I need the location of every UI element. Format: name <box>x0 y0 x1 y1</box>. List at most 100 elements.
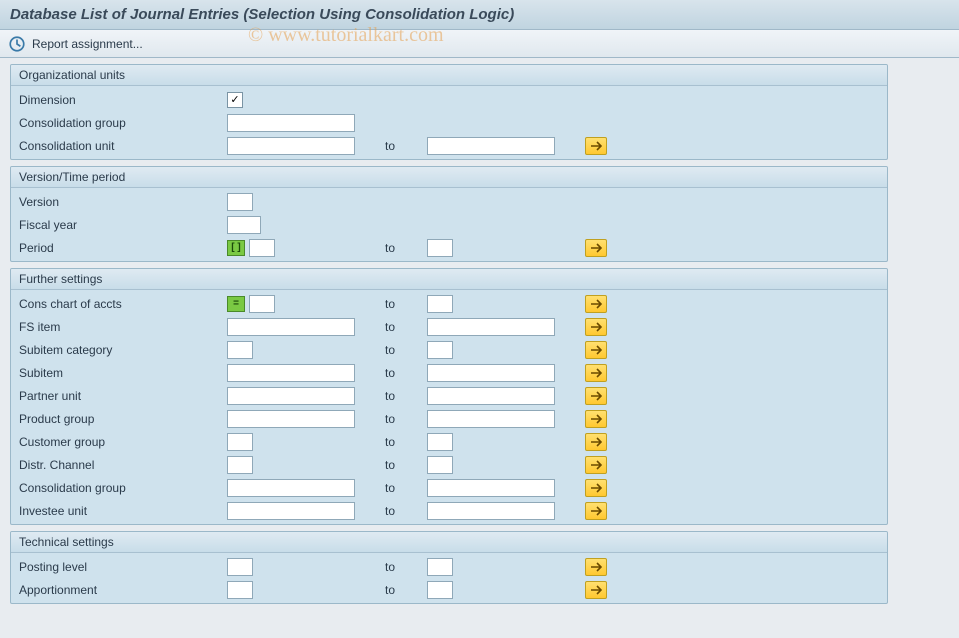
label-investee_unit: Investee unit <box>19 504 227 518</box>
to-label: to <box>377 320 427 334</box>
row-fs_item: FS item to <box>11 315 887 338</box>
cons_group2-from-input[interactable] <box>227 479 355 497</box>
cons-unit-to-input[interactable] <box>427 137 555 155</box>
subitem-to-input[interactable] <box>427 364 555 382</box>
product_group-to-input[interactable] <box>427 410 555 428</box>
label-period: Period <box>19 241 227 255</box>
multi-select-button[interactable] <box>585 364 607 382</box>
group-header-version: Version/Time period <box>11 167 887 188</box>
to-label: to <box>377 343 427 357</box>
distr_channel-from-input[interactable] <box>227 456 253 474</box>
execute-icon[interactable] <box>8 35 26 53</box>
row-partner_unit: Partner unit to <box>11 384 887 407</box>
group-technical-settings: Technical settings Posting leveltoApport… <box>10 531 888 604</box>
group-header-org: Organizational units <box>11 65 887 86</box>
group-further-settings: Further settings Cons chart of accts=toF… <box>10 268 888 525</box>
cons-unit-from-input[interactable] <box>227 137 355 155</box>
posting_level-to-input[interactable] <box>427 558 453 576</box>
period-indicator-icon[interactable]: [ ] <box>227 240 245 256</box>
to-label: to <box>377 481 427 495</box>
label-dimension: Dimension <box>19 93 227 107</box>
label-cons-group: Consolidation group <box>19 116 227 130</box>
multi-select-button[interactable] <box>585 341 607 359</box>
label-cons_chart: Cons chart of accts <box>19 297 227 311</box>
label-posting_level: Posting level <box>19 560 227 574</box>
row-cons_group2: Consolidation group to <box>11 476 887 499</box>
to-label: to <box>377 366 427 380</box>
multi-select-button[interactable] <box>585 318 607 336</box>
row-customer_group: Customer groupto <box>11 430 887 453</box>
period-from-input[interactable] <box>249 239 275 257</box>
customer_group-to-input[interactable] <box>427 433 453 451</box>
cons-group-input[interactable] <box>227 114 355 132</box>
fs_item-from-input[interactable] <box>227 318 355 336</box>
investee_unit-from-input[interactable] <box>227 502 355 520</box>
distr_channel-to-input[interactable] <box>427 456 453 474</box>
investee_unit-to-input[interactable] <box>427 502 555 520</box>
multi-select-button[interactable] <box>585 137 607 155</box>
label-fs_item: FS item <box>19 320 227 334</box>
label-subitem_cat: Subitem category <box>19 343 227 357</box>
row-distr_channel: Distr. Channel to <box>11 453 887 476</box>
partner_unit-to-input[interactable] <box>427 387 555 405</box>
row-cons_chart: Cons chart of accts= to <box>11 292 887 315</box>
version-input[interactable] <box>227 193 253 211</box>
cons_chart-to-input[interactable] <box>427 295 453 313</box>
to-label: to <box>377 560 427 574</box>
cons_group2-to-input[interactable] <box>427 479 555 497</box>
posting_level-from-input[interactable] <box>227 558 253 576</box>
multi-select-button[interactable] <box>585 502 607 520</box>
customer_group-from-input[interactable] <box>227 433 253 451</box>
label-distr_channel: Distr. Channel <box>19 458 227 472</box>
cons_chart-from-input[interactable] <box>249 295 275 313</box>
partner_unit-from-input[interactable] <box>227 387 355 405</box>
cons_chart-indicator-icon[interactable]: = <box>227 296 245 312</box>
row-posting_level: Posting level to <box>11 555 887 578</box>
label-cons_group2: Consolidation group <box>19 481 227 495</box>
group-header-technical: Technical settings <box>11 532 887 553</box>
multi-select-button[interactable] <box>585 433 607 451</box>
subitem_cat-from-input[interactable] <box>227 341 253 359</box>
multi-select-button[interactable] <box>585 456 607 474</box>
period-to-input[interactable] <box>427 239 453 257</box>
label-customer_group: Customer group <box>19 435 227 449</box>
label-apportionment: Apportionment <box>19 583 227 597</box>
group-version-time: Version/Time period Version Fiscal year … <box>10 166 888 262</box>
multi-select-button[interactable] <box>585 410 607 428</box>
multi-select-button[interactable] <box>585 581 607 599</box>
to-label: to <box>377 139 427 153</box>
page-title: Database List of Journal Entries (Select… <box>0 0 959 30</box>
fiscal-year-input[interactable] <box>227 216 261 234</box>
subitem_cat-to-input[interactable] <box>427 341 453 359</box>
row-subitem: Subitem to <box>11 361 887 384</box>
multi-select-button[interactable] <box>585 239 607 257</box>
fs_item-to-input[interactable] <box>427 318 555 336</box>
row-apportionment: Apportionment to <box>11 578 887 601</box>
dimension-checkbox[interactable]: ✓ <box>227 92 243 108</box>
report-assignment-button[interactable]: Report assignment... <box>32 37 143 51</box>
to-label: to <box>377 504 427 518</box>
to-label: to <box>377 412 427 426</box>
product_group-from-input[interactable] <box>227 410 355 428</box>
to-label: to <box>377 241 427 255</box>
row-product_group: Product groupto <box>11 407 887 430</box>
multi-select-button[interactable] <box>585 558 607 576</box>
toolbar: Report assignment... <box>0 30 959 58</box>
apportionment-from-input[interactable] <box>227 581 253 599</box>
content-area: Organizational units Dimension ✓ Consoli… <box>0 58 959 638</box>
group-header-further: Further settings <box>11 269 887 290</box>
subitem-from-input[interactable] <box>227 364 355 382</box>
apportionment-to-input[interactable] <box>427 581 453 599</box>
multi-select-button[interactable] <box>585 479 607 497</box>
to-label: to <box>377 297 427 311</box>
label-fiscal-year: Fiscal year <box>19 218 227 232</box>
row-subitem_cat: Subitem category to <box>11 338 887 361</box>
label-subitem: Subitem <box>19 366 227 380</box>
to-label: to <box>377 583 427 597</box>
label-cons-unit: Consolidation unit <box>19 139 227 153</box>
multi-select-button[interactable] <box>585 295 607 313</box>
label-partner_unit: Partner unit <box>19 389 227 403</box>
multi-select-button[interactable] <box>585 387 607 405</box>
to-label: to <box>377 389 427 403</box>
to-label: to <box>377 458 427 472</box>
